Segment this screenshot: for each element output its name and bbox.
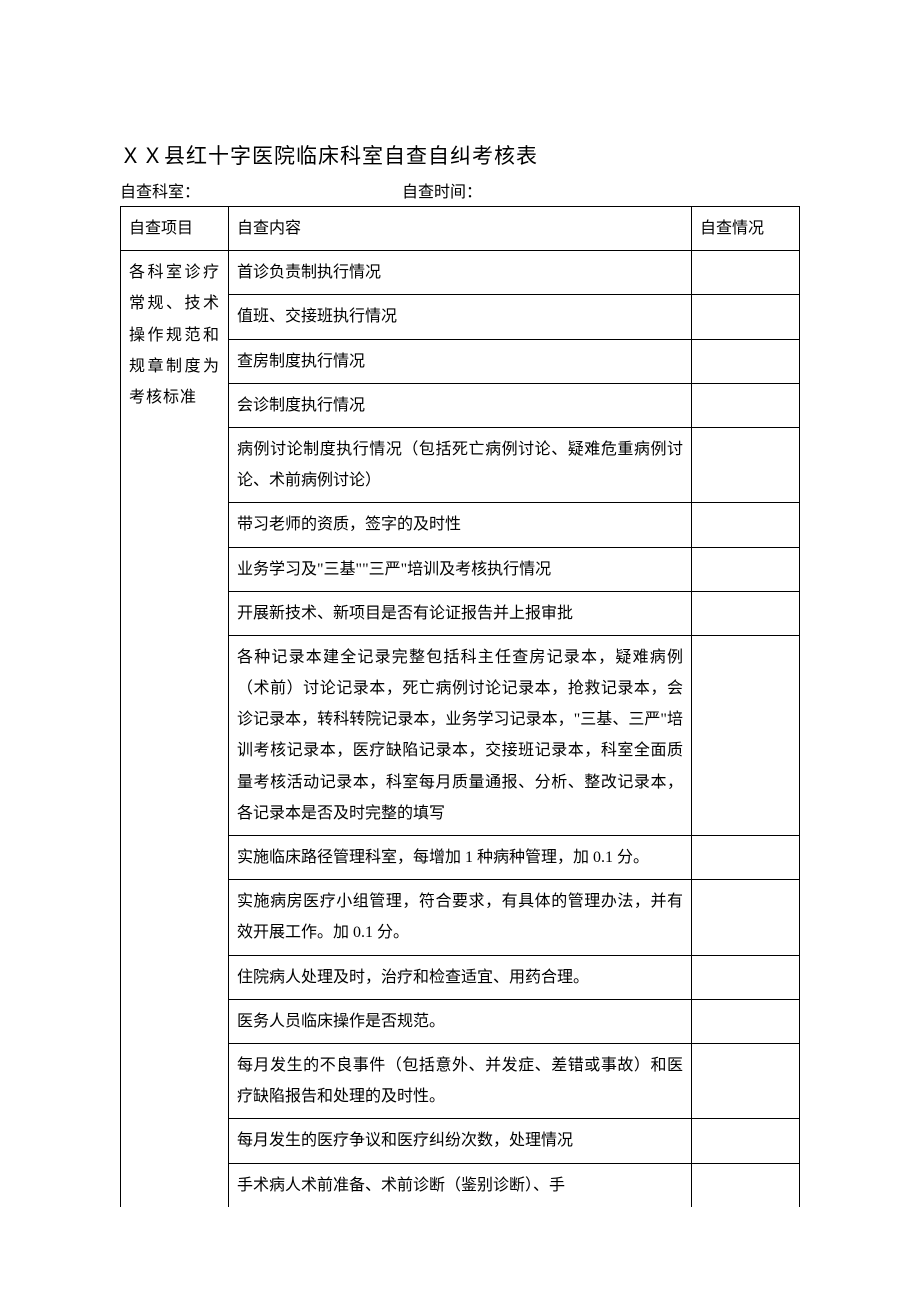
- content-cell: 实施临床路径管理科室，每增加 1 种病种管理，加 0.1 分。: [229, 836, 692, 880]
- content-cell: 查房制度执行情况: [229, 339, 692, 383]
- content-cell: 首诊负责制执行情况: [229, 251, 692, 295]
- content-cell: 带习老师的资质，签字的及时性: [229, 503, 692, 547]
- status-cell: [692, 1163, 800, 1207]
- status-cell: [692, 999, 800, 1043]
- content-cell: 会诊制度执行情况: [229, 383, 692, 427]
- status-cell: [692, 880, 800, 955]
- table-row: 各科室诊疗常规、技术操作规范和规章制度为考核标准首诊负责制执行情况: [121, 251, 800, 295]
- content-cell: 各种记录本建全记录完整包括科主任查房记录本，疑难病例（术前）讨论记录本，死亡病例…: [229, 635, 692, 835]
- meta-row: 自查科室： 自查时间：: [120, 178, 800, 202]
- content-cell: 每月发生的医疗争议和医疗纠纷次数，处理情况: [229, 1119, 692, 1163]
- status-cell: [692, 383, 800, 427]
- project-cell: 各科室诊疗常规、技术操作规范和规章制度为考核标准: [121, 251, 229, 1207]
- status-cell: [692, 955, 800, 999]
- content-cell: 住院病人处理及时，治疗和检查适宜、用药合理。: [229, 955, 692, 999]
- document-title: ＸＸ县红十字医院临床科室自查自纠考核表: [120, 140, 800, 170]
- dept-label: 自查科室：: [120, 178, 402, 202]
- content-cell: 开展新技术、新项目是否有论证报告并上报审批: [229, 591, 692, 635]
- status-cell: [692, 1043, 800, 1118]
- table-header-row: 自查项目 自查内容 自查情况: [121, 207, 800, 251]
- status-cell: [692, 251, 800, 295]
- status-cell: [692, 635, 800, 835]
- time-label: 自查时间：: [402, 178, 800, 202]
- content-cell: 医务人员临床操作是否规范。: [229, 999, 692, 1043]
- status-cell: [692, 836, 800, 880]
- status-cell: [692, 591, 800, 635]
- content-cell: 每月发生的不良事件（包括意外、并发症、差错或事故）和医疗缺陷报告和处理的及时性。: [229, 1043, 692, 1118]
- status-cell: [692, 295, 800, 339]
- content-cell: 实施病房医疗小组管理，符合要求，有具体的管理办法，并有效开展工作。加 0.1 分…: [229, 880, 692, 955]
- status-cell: [692, 547, 800, 591]
- header-status: 自查情况: [692, 207, 800, 251]
- status-cell: [692, 427, 800, 502]
- content-cell: 业务学习及"三基""三严"培训及考核执行情况: [229, 547, 692, 591]
- content-cell: 手术病人术前准备、术前诊断（鉴别诊断）、手: [229, 1163, 692, 1207]
- content-cell: 值班、交接班执行情况: [229, 295, 692, 339]
- status-cell: [692, 503, 800, 547]
- assessment-table: 自查项目 自查内容 自查情况 各科室诊疗常规、技术操作规范和规章制度为考核标准首…: [120, 206, 800, 1207]
- header-project: 自查项目: [121, 207, 229, 251]
- header-content: 自查内容: [229, 207, 692, 251]
- content-cell: 病例讨论制度执行情况（包括死亡病例讨论、疑难危重病例讨论、术前病例讨论）: [229, 427, 692, 502]
- status-cell: [692, 339, 800, 383]
- status-cell: [692, 1119, 800, 1163]
